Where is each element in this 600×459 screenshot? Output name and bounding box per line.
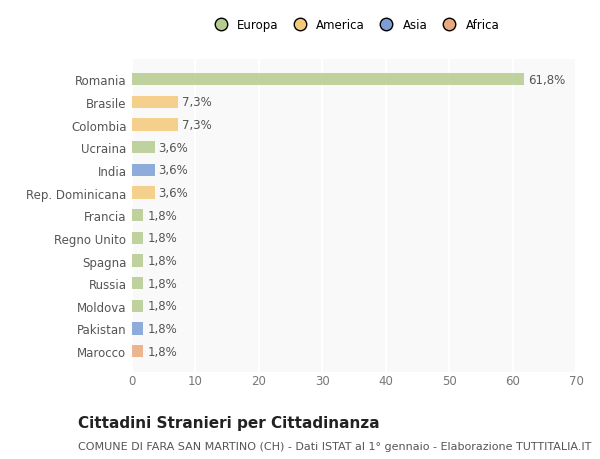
Bar [132, 119, 178, 132]
Text: 7,3%: 7,3% [182, 119, 212, 132]
Text: 1,8%: 1,8% [147, 300, 177, 313]
Bar [132, 96, 178, 109]
Text: COMUNE DI FARA SAN MARTINO (CH) - Dati ISTAT al 1° gennaio - Elaborazione TUTTIT: COMUNE DI FARA SAN MARTINO (CH) - Dati I… [78, 441, 592, 451]
Bar [132, 164, 155, 177]
Text: 3,6%: 3,6% [158, 141, 188, 154]
Text: 1,8%: 1,8% [147, 345, 177, 358]
Bar [132, 277, 143, 290]
Legend: Europa, America, Asia, Africa: Europa, America, Asia, Africa [205, 16, 503, 36]
Bar [132, 323, 143, 335]
Bar [132, 232, 143, 245]
Text: 3,6%: 3,6% [158, 164, 188, 177]
Text: 61,8%: 61,8% [528, 73, 565, 87]
Bar [132, 345, 143, 358]
Bar [132, 209, 143, 222]
Text: 1,8%: 1,8% [147, 254, 177, 268]
Text: 1,8%: 1,8% [147, 277, 177, 290]
Bar [132, 142, 155, 154]
Text: 1,8%: 1,8% [147, 322, 177, 335]
Bar [132, 255, 143, 267]
Text: 7,3%: 7,3% [182, 96, 212, 109]
Text: 3,6%: 3,6% [158, 187, 188, 200]
Text: Cittadini Stranieri per Cittadinanza: Cittadini Stranieri per Cittadinanza [78, 415, 380, 431]
Bar [132, 74, 524, 86]
Text: 1,8%: 1,8% [147, 232, 177, 245]
Bar [132, 187, 155, 199]
Text: 1,8%: 1,8% [147, 209, 177, 222]
Bar [132, 300, 143, 313]
